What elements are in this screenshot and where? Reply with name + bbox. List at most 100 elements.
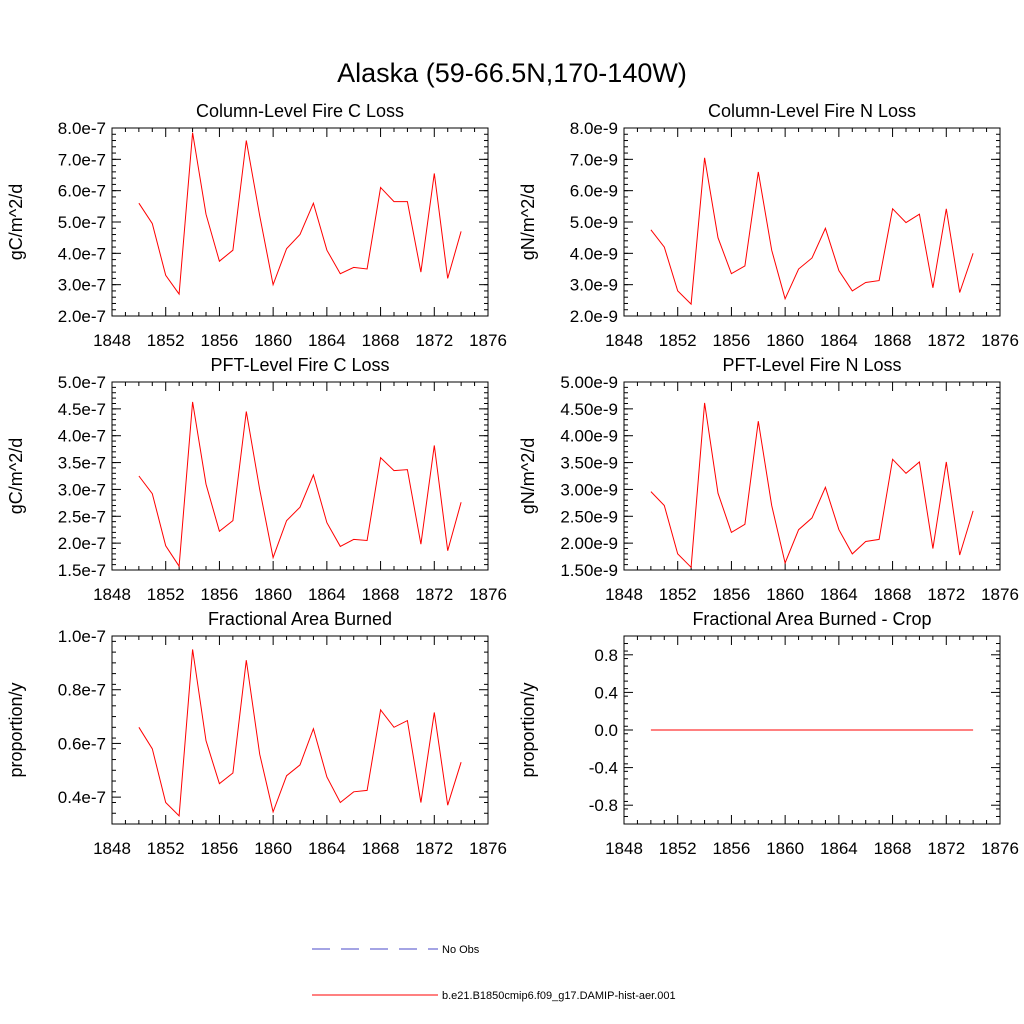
x-tick-label: 1860 xyxy=(254,839,292,858)
panel-title: Column-Level Fire N Loss xyxy=(708,101,916,121)
x-tick-label: 1856 xyxy=(713,839,751,858)
y-tick-label: 3.50e-9 xyxy=(560,454,618,473)
x-tick-label: 1848 xyxy=(93,585,131,604)
x-tick-label: 1860 xyxy=(254,331,292,350)
y-tick-label: -0.4 xyxy=(589,759,618,778)
x-tick-label: 1872 xyxy=(415,331,453,350)
x-tick-label: 1848 xyxy=(93,839,131,858)
x-tick-label: 1852 xyxy=(659,331,697,350)
x-tick-label: 1864 xyxy=(308,839,346,858)
x-tick-label: 1860 xyxy=(254,585,292,604)
y-tick-label: 2.0e-7 xyxy=(58,534,106,553)
y-tick-label: 0.6e-7 xyxy=(58,734,106,753)
x-tick-label: 1848 xyxy=(605,585,643,604)
x-tick-label: 1872 xyxy=(927,839,965,858)
panel-5: Fractional Area Burned 1848 1852 1856 1860 18… xyxy=(6,609,507,858)
x-tick-label: 1848 xyxy=(93,331,131,350)
y-axis-label: proportion/y xyxy=(518,682,538,777)
y-tick-label: 1.0e-7 xyxy=(58,627,106,646)
y-tick-label: 2.0e-9 xyxy=(570,307,618,326)
y-tick-label: 8.0e-9 xyxy=(570,119,618,138)
y-tick-label: 1.50e-9 xyxy=(560,561,618,580)
legend-no-obs-label: No Obs xyxy=(442,944,480,956)
y-tick-label: 0.8 xyxy=(594,646,618,665)
panel-6: Fractional Area Burned - Crop 1848 1852 185… xyxy=(518,609,1019,858)
x-tick-label: 1848 xyxy=(605,331,643,350)
y-tick-label: 4.0e-7 xyxy=(58,244,106,263)
x-tick-label: 1852 xyxy=(147,839,185,858)
y-tick-label: 7.0e-7 xyxy=(58,150,106,169)
x-tick-label: 1864 xyxy=(820,839,858,858)
x-tick-label: 1856 xyxy=(713,585,751,604)
legend: No Obs b.e21.B1850cmip6.f09_g17.DAMIP-hi… xyxy=(312,944,676,1002)
panel-title: Fractional Area Burned xyxy=(208,609,392,629)
x-tick-label: 1872 xyxy=(927,585,965,604)
series-line xyxy=(650,157,974,306)
y-tick-label: 5.00e-9 xyxy=(560,373,618,392)
x-tick-label: 1876 xyxy=(981,839,1019,858)
x-tick-label: 1856 xyxy=(201,331,239,350)
y-tick-label: 0.4e-7 xyxy=(58,788,106,807)
y-axis-label: gC/m^2/d xyxy=(6,438,26,514)
x-tick-label: 1864 xyxy=(820,585,858,604)
y-tick-label: 4.00e-9 xyxy=(560,427,618,446)
panel-1: Column-Level Fire C Loss 1848 1852 1856 1860… xyxy=(6,101,507,350)
y-tick-label: 4.5e-7 xyxy=(58,400,106,419)
x-tick-label: 1860 xyxy=(766,839,804,858)
panel-2: Column-Level Fire N Loss 1848 1852 1856 1860… xyxy=(518,101,1019,350)
x-tick-label: 1876 xyxy=(469,839,507,858)
x-tick-label: 1876 xyxy=(981,585,1019,604)
panel-title: Fractional Area Burned - Crop xyxy=(692,609,931,629)
legend-model-label: b.e21.B1850cmip6.f09_g17.DAMIP-hist-aer.… xyxy=(442,990,676,1002)
x-tick-label: 1852 xyxy=(659,839,697,858)
x-tick-label: 1864 xyxy=(820,331,858,350)
plot-frame xyxy=(111,381,489,571)
y-tick-label: 3.00e-9 xyxy=(560,480,618,499)
x-tick-label: 1872 xyxy=(415,839,453,858)
panel-title: PFT-Level Fire N Loss xyxy=(722,355,901,375)
x-tick-label: 1868 xyxy=(874,839,912,858)
y-tick-label: 5.0e-7 xyxy=(58,373,106,392)
y-tick-label: 1.5e-7 xyxy=(58,561,106,580)
x-tick-label: 1856 xyxy=(713,331,751,350)
series-line xyxy=(650,402,974,569)
y-tick-label: 6.0e-9 xyxy=(570,182,618,201)
x-tick-label: 1876 xyxy=(981,331,1019,350)
x-tick-label: 1852 xyxy=(147,331,185,350)
y-tick-label: 4.50e-9 xyxy=(560,400,618,419)
y-axis-label: gC/m^2/d xyxy=(6,184,26,260)
series-line xyxy=(138,401,462,568)
figure-title: Alaska (59-66.5N,170-140W) xyxy=(337,58,687,88)
panel-title: PFT-Level Fire C Loss xyxy=(210,355,389,375)
y-tick-label: 2.50e-9 xyxy=(560,507,618,526)
y-tick-label: 4.0e-7 xyxy=(58,427,106,446)
x-tick-label: 1848 xyxy=(605,839,643,858)
y-tick-label: 5.0e-9 xyxy=(570,213,618,232)
plot-frame xyxy=(623,381,1001,571)
series-line xyxy=(138,649,462,818)
x-tick-label: 1852 xyxy=(147,585,185,604)
y-tick-label: 3.0e-7 xyxy=(58,480,106,499)
y-tick-label: 3.5e-7 xyxy=(58,454,106,473)
panel-title: Column-Level Fire C Loss xyxy=(196,101,404,121)
y-tick-label: 2.5e-7 xyxy=(58,507,106,526)
y-tick-label: 5.0e-7 xyxy=(58,213,106,232)
y-tick-label: 0.0 xyxy=(594,721,618,740)
y-tick-label: 2.00e-9 xyxy=(560,534,618,553)
x-tick-label: 1864 xyxy=(308,585,346,604)
x-tick-label: 1852 xyxy=(659,585,697,604)
y-axis-label: gN/m^2/d xyxy=(518,438,538,514)
series-line xyxy=(138,132,462,296)
x-tick-label: 1876 xyxy=(469,585,507,604)
x-tick-label: 1864 xyxy=(308,331,346,350)
y-axis-label: proportion/y xyxy=(6,682,26,777)
x-tick-label: 1856 xyxy=(201,839,239,858)
x-tick-label: 1860 xyxy=(766,585,804,604)
x-tick-label: 1868 xyxy=(874,585,912,604)
y-axis-label: gN/m^2/d xyxy=(518,184,538,260)
plot-frame xyxy=(111,127,489,317)
x-tick-label: 1872 xyxy=(927,331,965,350)
x-tick-label: 1856 xyxy=(201,585,239,604)
y-tick-label: 4.0e-9 xyxy=(570,244,618,263)
